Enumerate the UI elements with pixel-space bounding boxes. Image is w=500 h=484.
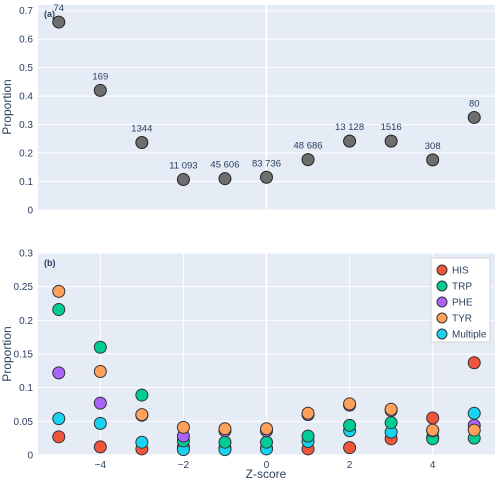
data-point	[52, 15, 66, 29]
data-point-tyr	[218, 422, 232, 436]
count-label: 13 128	[335, 122, 364, 133]
panel-label-a: (a)	[44, 9, 55, 19]
data-point	[384, 134, 398, 148]
data-point-multiple	[467, 406, 481, 420]
data-point-trp	[260, 435, 273, 449]
data-point-trp	[52, 303, 66, 317]
y-tick-label: 0.4	[19, 92, 33, 103]
data-point	[218, 172, 232, 186]
data-point-his	[93, 440, 107, 454]
data-point-his	[52, 430, 66, 444]
y-tick-label: 0.15	[14, 350, 34, 361]
count-label: 48 686	[294, 141, 323, 152]
data-point-phe	[52, 366, 66, 380]
data-point-tyr	[52, 284, 66, 298]
y-ticks-b: 0 0.05 0.1 0.15 0.2 0.25 0.3	[14, 249, 34, 462]
count-label: 74	[53, 3, 64, 14]
data-point-tyr	[426, 423, 440, 437]
data-point-his	[343, 441, 357, 455]
data-point-trp	[93, 340, 107, 354]
count-labels-a: 74 169 1344 11 093 45 606 83 736 48 686 13 128 1…	[53, 3, 479, 171]
data-point-trp	[384, 416, 398, 430]
count-label: 11 093	[169, 161, 197, 172]
y-tick-label: 0.3	[19, 120, 33, 131]
panel-a: 0 0.1 0.2 0.3 0.4 0.5 0.6 0.7 74 169 1344 11 093 45…	[0, 3, 495, 217]
data-point-tyr	[384, 402, 398, 416]
y-tick-label: 0.2	[19, 316, 33, 327]
count-label: 1516	[381, 122, 402, 133]
x-tick-label: −2	[178, 460, 190, 471]
x-axis-title-b: Z-score	[246, 467, 287, 481]
data-point-his	[426, 411, 440, 425]
points-a	[52, 15, 481, 187]
data-point-tyr	[135, 408, 149, 422]
data-point-trp	[135, 388, 149, 402]
y-tick-label: 0.25	[14, 282, 34, 293]
data-point	[343, 134, 357, 148]
legend-label-phe: PHE	[452, 298, 473, 309]
data-point	[93, 83, 107, 97]
panel-b: 0 0.05 0.1 0.15 0.2 0.25 0.3 −4 −2 0 2 4 (b) Propo…	[0, 249, 495, 481]
legend-label-multiple: Multiple	[452, 330, 487, 341]
data-point	[135, 136, 149, 150]
y-tick-label: 0.5	[19, 63, 33, 74]
x-tick-label: 0	[264, 460, 270, 471]
count-label: 1344	[131, 124, 152, 135]
legend-marker-his	[436, 264, 448, 276]
count-label: 45 606	[210, 160, 239, 171]
legend-label-trp: TRP	[452, 282, 472, 293]
legend-marker-trp	[436, 280, 448, 292]
x-tick-label: 2	[347, 460, 353, 471]
y-tick-label: 0.6	[19, 35, 33, 46]
y-tick-label: 0	[27, 451, 33, 462]
data-point-multiple	[93, 416, 107, 430]
y-tick-label: 0.2	[19, 149, 33, 160]
data-point-tyr	[260, 422, 273, 436]
legend-marker-phe	[436, 296, 448, 308]
count-label: 83 736	[252, 158, 281, 169]
count-label: 308	[425, 141, 441, 152]
count-label: 169	[92, 71, 108, 82]
legend-marker-multiple	[436, 328, 448, 340]
y-tick-label: 0	[27, 206, 33, 217]
legend: HIS TRP PHE TYR Multiple	[430, 257, 491, 343]
data-point-tyr	[343, 397, 357, 411]
x-ticks-b: −4 −2 0 2 4	[95, 460, 436, 471]
y-tick-label: 0.05	[14, 417, 34, 428]
data-point-trp	[301, 429, 315, 443]
x-tick-label: −4	[95, 460, 107, 471]
data-point-multiple	[52, 412, 66, 426]
points-b	[52, 284, 481, 457]
data-point-phe	[93, 396, 107, 410]
data-point-trp	[343, 418, 357, 432]
y-ticks-a: 0 0.1 0.2 0.3 0.4 0.5 0.6 0.7	[19, 6, 33, 216]
data-point	[301, 153, 315, 167]
y-axis-title-b: Proportion	[0, 326, 14, 381]
data-point	[467, 110, 481, 124]
legend-marker-tyr	[436, 312, 448, 324]
data-point-his	[467, 356, 481, 370]
panel-label-b: (b)	[44, 258, 56, 268]
data-point-tyr	[93, 365, 107, 379]
legend-label-tyr: TYR	[452, 314, 472, 325]
y-axis-title-a: Proportion	[0, 79, 14, 134]
x-tick-label: 4	[430, 460, 436, 471]
data-point-trp	[218, 435, 232, 449]
count-label: 80	[469, 98, 480, 109]
data-point-tyr	[176, 420, 190, 434]
data-point-multiple	[135, 435, 149, 449]
data-point	[176, 173, 190, 187]
y-tick-label: 0.1	[19, 383, 33, 394]
y-tick-label: 0.3	[19, 249, 33, 260]
legend-label-his: HIS	[452, 266, 469, 277]
data-point	[260, 170, 273, 184]
data-point-tyr	[301, 406, 315, 420]
y-tick-label: 0.1	[19, 177, 33, 188]
y-tick-label: 0.7	[19, 6, 33, 17]
data-point	[426, 153, 440, 167]
data-point-tyr	[467, 423, 481, 437]
